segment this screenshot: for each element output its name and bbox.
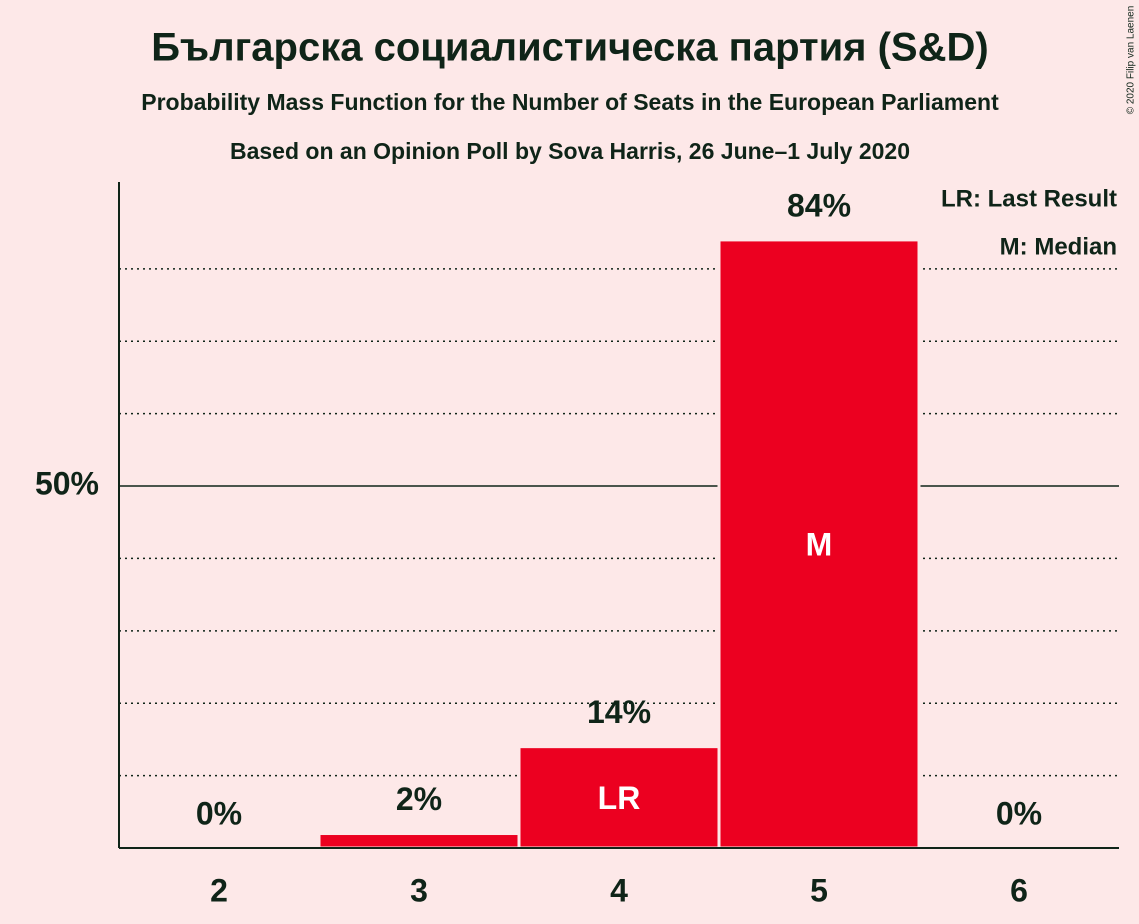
chart-subtitle: Based on an Opinion Poll by Sova Harris,… (230, 138, 910, 164)
value-label: 14% (587, 694, 651, 730)
bar (517, 745, 721, 850)
bar (317, 832, 521, 850)
value-label: 0% (196, 795, 242, 831)
y-tick-label: 50% (35, 465, 99, 501)
chart-subtitle: Probability Mass Function for the Number… (141, 89, 999, 115)
value-label: 2% (396, 781, 442, 817)
value-label: 0% (996, 795, 1042, 831)
value-label: 84% (787, 187, 851, 223)
chart-title: Българска социалистическа партия (S&D) (151, 26, 988, 70)
legend-entry: M: Median (1000, 233, 1117, 260)
x-tick-label: 4 (610, 872, 628, 908)
copyright: © 2020 Filip van Laenen (1126, 6, 1137, 115)
x-tick-label: 6 (1010, 872, 1028, 908)
legend-entry: LR: Last Result (941, 185, 1117, 212)
x-tick-label: 5 (810, 872, 828, 908)
bar-label: M (806, 526, 833, 562)
x-tick-label: 2 (210, 872, 228, 908)
bar-label: LR (598, 780, 641, 816)
bar (717, 238, 921, 850)
x-tick-label: 3 (410, 872, 428, 908)
